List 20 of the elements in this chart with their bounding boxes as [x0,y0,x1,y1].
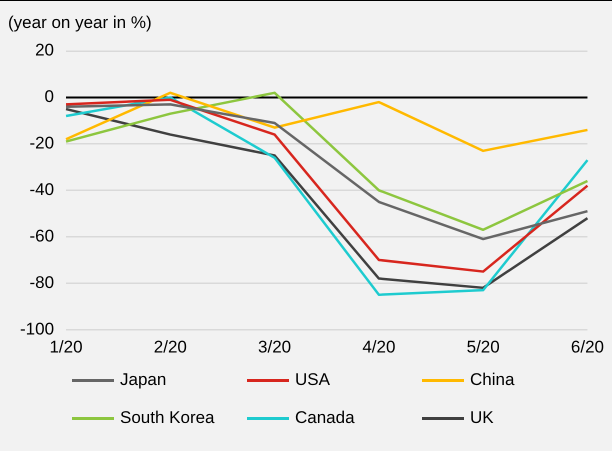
x-tick-label: 4/20 [362,337,396,356]
y-tick-label: -60 [29,226,54,246]
y-tick-label: -20 [29,134,54,153]
y-tick-label: 20 [35,40,54,60]
x-tick-label: 6/20 [570,337,604,356]
x-tick-label: 1/20 [49,337,83,356]
legend-label: China [470,370,514,390]
x-tick-label: 5/20 [466,337,500,356]
legend-label: Japan [120,370,166,390]
legend-label: South Korea [120,408,215,428]
y-tick-label: -100 [20,319,54,338]
chart-title: (year on year in %) [8,13,152,33]
y-tick-label: -80 [29,272,54,292]
legend-label: Canada [295,408,355,428]
x-tick-label: 2/20 [154,337,187,356]
y-tick-label: -40 [29,180,54,199]
x-tick-label: 3/20 [258,337,292,356]
legend-label: UK [470,408,494,428]
y-tick-label: 0 [44,87,54,106]
legend-label: USA [295,370,330,390]
